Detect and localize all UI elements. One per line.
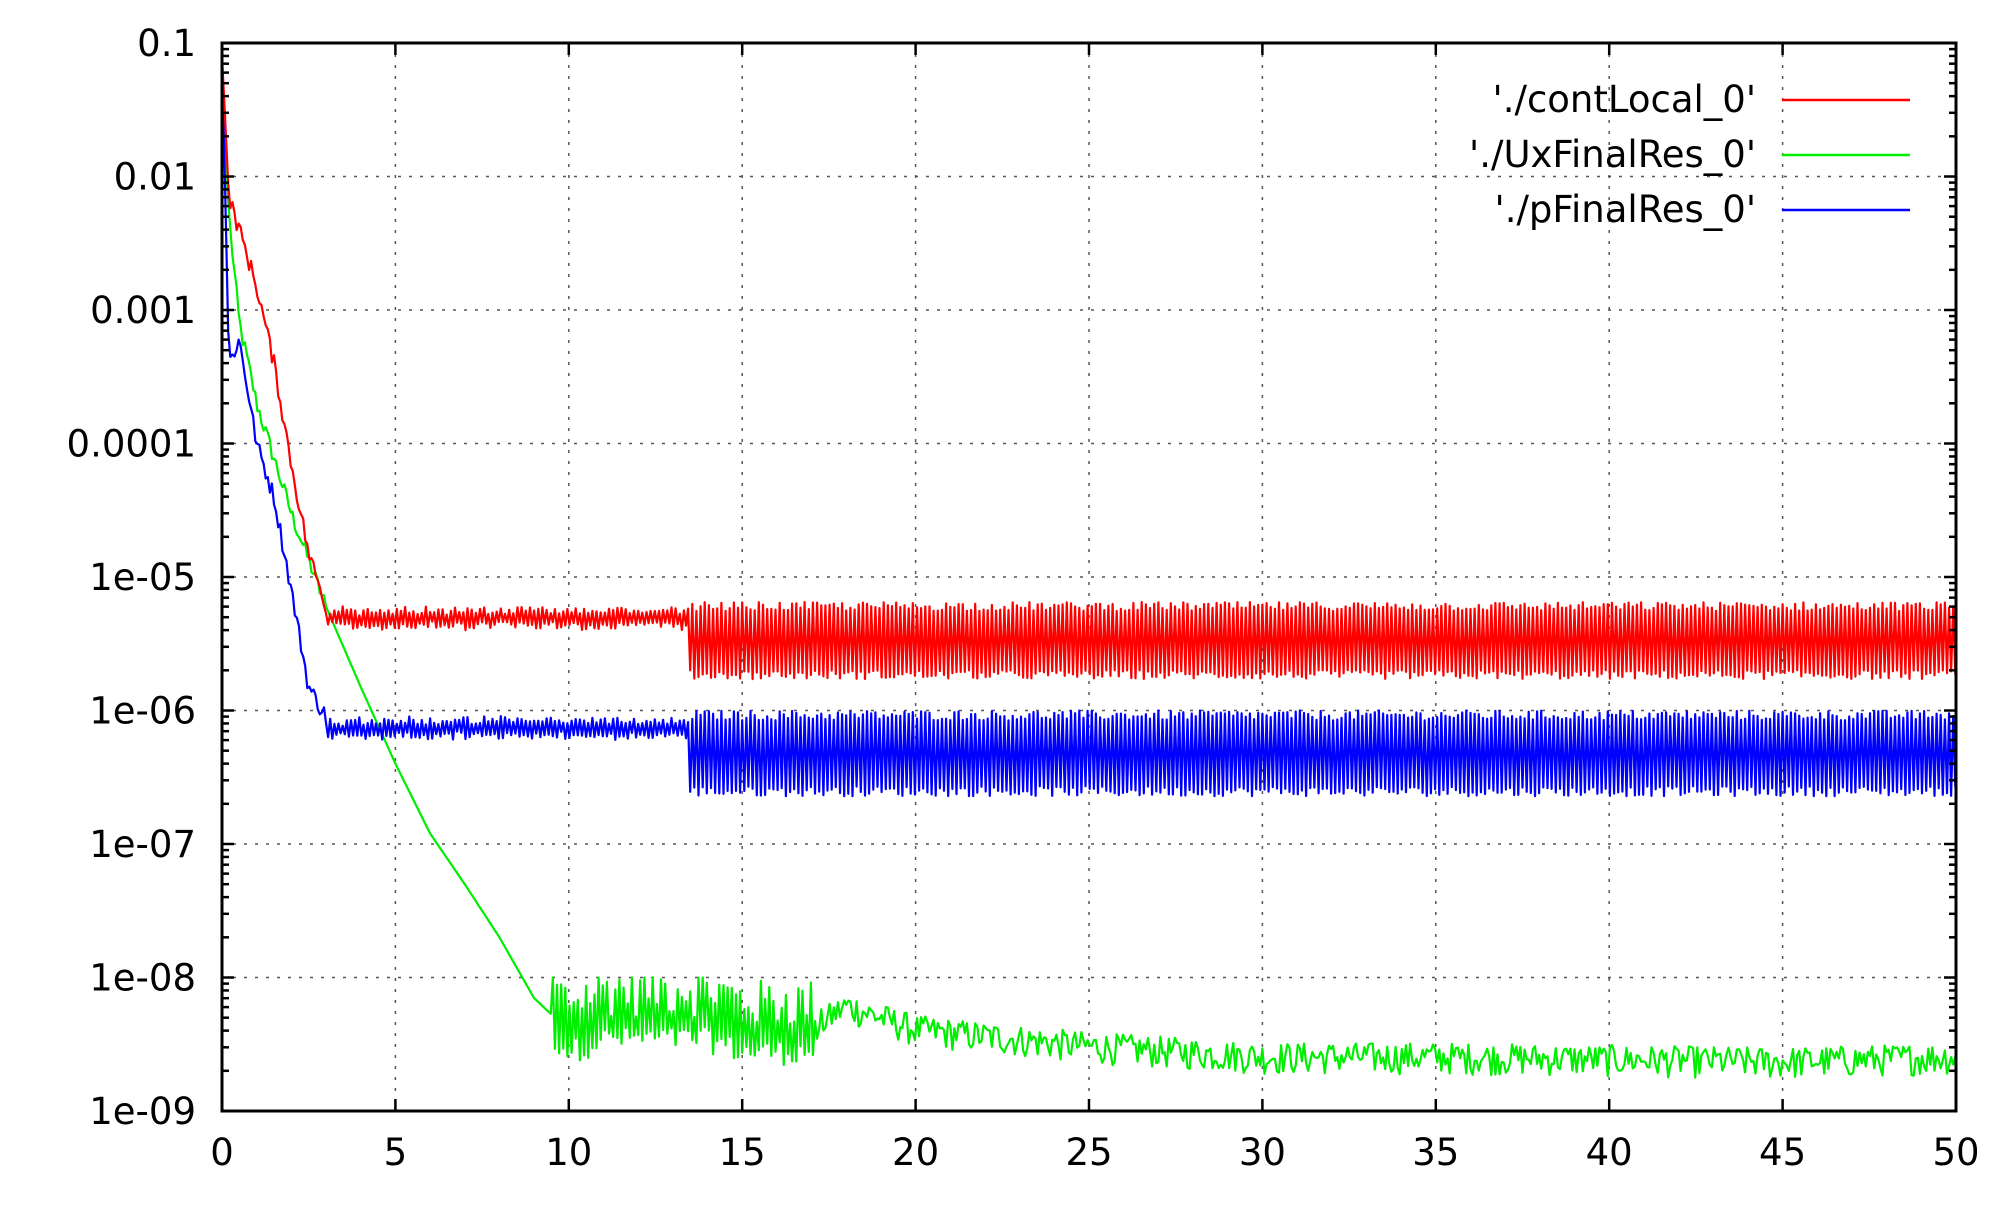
x-tick-label: 35 xyxy=(1412,1131,1459,1174)
x-tick-label: 15 xyxy=(719,1131,766,1174)
x-tick-label: 25 xyxy=(1065,1131,1112,1174)
x-tick-label: 20 xyxy=(892,1131,939,1174)
tick-layer: 0 5 10 15 20 25 30 35 40 45 50 1e-09 1e-08 1e-07 1e-06… xyxy=(67,22,1980,1174)
y-tick-label: 1e-05 xyxy=(89,556,196,599)
series-line-1 xyxy=(220,63,1957,1079)
x-tick-label: 5 xyxy=(384,1131,408,1174)
x-tick-label: 50 xyxy=(1932,1131,1979,1174)
legend-label: './contLocal_0' xyxy=(1493,78,1756,121)
grid-layer xyxy=(222,43,1956,1111)
legend-label: './pFinalRes_0' xyxy=(1495,188,1756,231)
x-tick-label: 10 xyxy=(545,1131,592,1174)
series-line-0 xyxy=(220,55,1957,681)
y-tick-label: 0.001 xyxy=(90,289,196,332)
y-tick-label: 0.01 xyxy=(114,156,196,199)
y-tick-label: 1e-07 xyxy=(89,823,196,866)
series-layer xyxy=(220,49,1957,1079)
legend-label: './UxFinalRes_0' xyxy=(1469,133,1756,176)
y-tick-label: 0.1 xyxy=(137,22,196,65)
y-tick-label: 0.0001 xyxy=(67,423,196,466)
y-tick-label: 1e-08 xyxy=(89,957,196,1000)
legend: './contLocal_0' './UxFinalRes_0' './pFinal… xyxy=(1469,78,1910,231)
series-line-2 xyxy=(220,49,1957,798)
x-tick-label: 40 xyxy=(1586,1131,1633,1174)
x-tick-label: 30 xyxy=(1239,1131,1286,1174)
y-tick-label: 1e-09 xyxy=(89,1090,196,1133)
x-tick-label: 45 xyxy=(1759,1131,1806,1174)
x-tick-label: 0 xyxy=(210,1131,234,1174)
y-tick-label: 1e-06 xyxy=(89,690,196,733)
